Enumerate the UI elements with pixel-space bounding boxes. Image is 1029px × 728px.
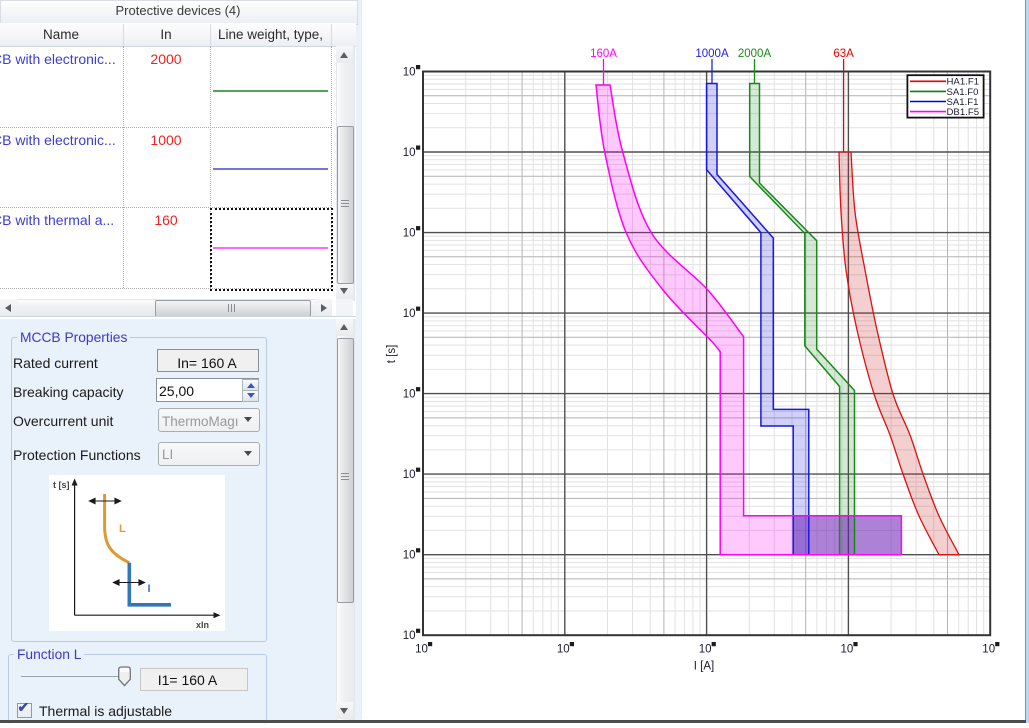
svg-text:HA1.F1: HA1.F1 bbox=[947, 77, 980, 88]
svg-text:10: 10 bbox=[415, 644, 428, 656]
svg-text:SA1.F1: SA1.F1 bbox=[947, 97, 979, 108]
svg-text:10: 10 bbox=[403, 228, 416, 240]
svg-text:10: 10 bbox=[403, 550, 416, 562]
svg-text:10: 10 bbox=[403, 147, 416, 159]
svg-text:SA1.F0: SA1.F0 bbox=[947, 87, 979, 98]
svg-text:160A: 160A bbox=[590, 48, 617, 60]
svg-text:DB1.F5: DB1.F5 bbox=[947, 107, 980, 118]
svg-text:L: L bbox=[119, 523, 126, 535]
svg-text:63A: 63A bbox=[833, 48, 854, 60]
svg-text:10: 10 bbox=[403, 308, 416, 320]
svg-text:10: 10 bbox=[557, 644, 570, 656]
svg-text:10: 10 bbox=[982, 644, 995, 656]
svg-text:10: 10 bbox=[403, 389, 416, 401]
svg-text:10: 10 bbox=[403, 469, 416, 481]
svg-text:I [A]: I [A] bbox=[694, 661, 714, 673]
svg-text:t [s]: t [s] bbox=[386, 345, 398, 364]
svg-text:10: 10 bbox=[403, 630, 416, 642]
svg-text:1000A: 1000A bbox=[695, 48, 729, 60]
svg-text:xIn: xIn bbox=[196, 620, 209, 630]
svg-text:10: 10 bbox=[403, 67, 416, 79]
svg-text:t [s]: t [s] bbox=[53, 480, 70, 490]
svg-text:I: I bbox=[148, 583, 151, 595]
svg-text:10: 10 bbox=[841, 644, 854, 656]
svg-text:2000A: 2000A bbox=[738, 48, 772, 60]
svg-text:10: 10 bbox=[699, 644, 712, 656]
